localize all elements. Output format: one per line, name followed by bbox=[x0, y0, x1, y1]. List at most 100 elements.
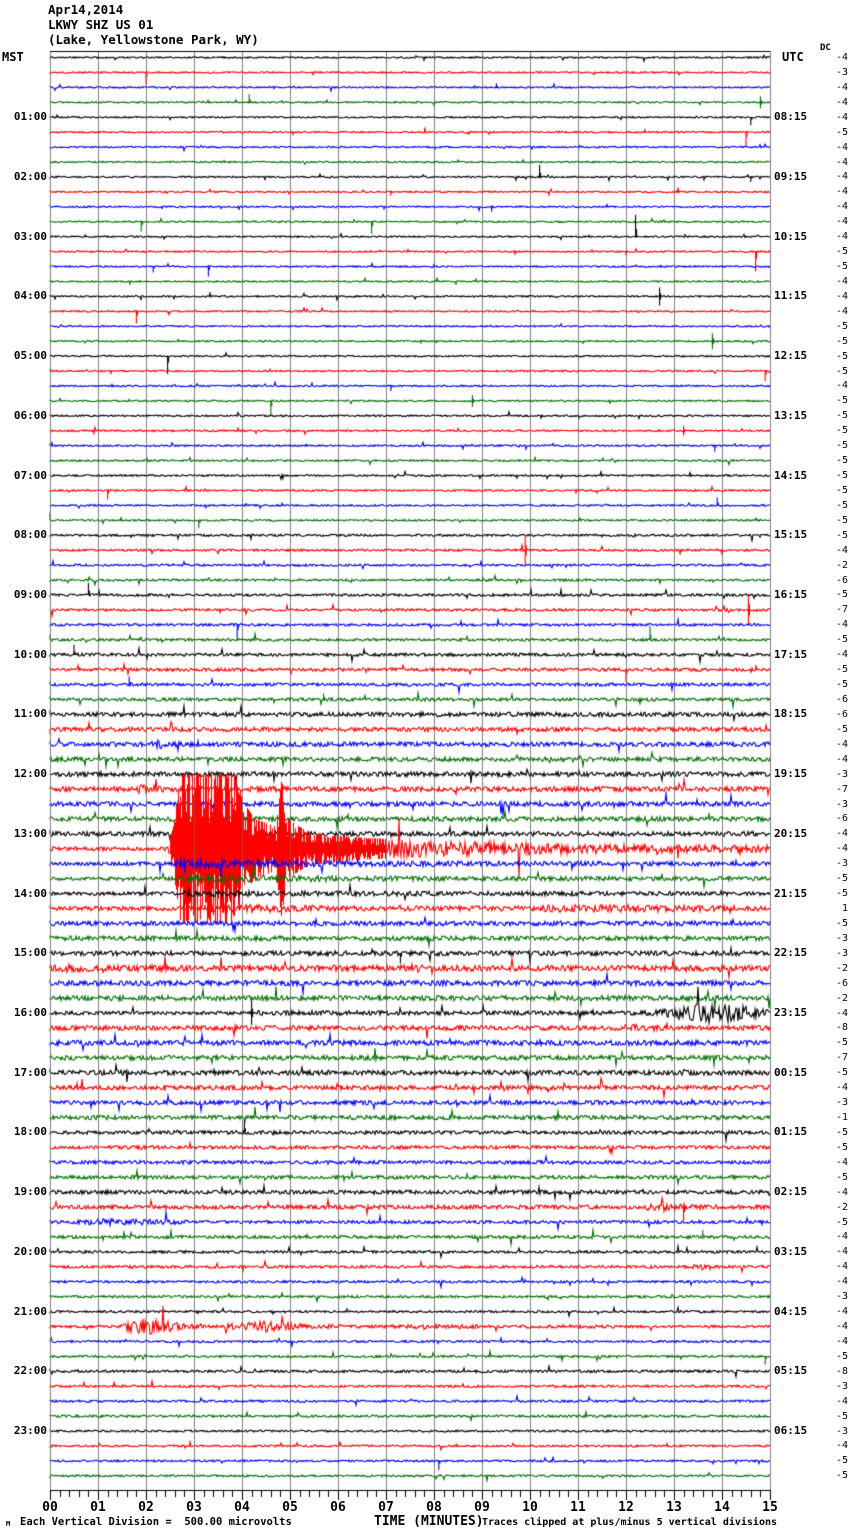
mst-hour-label: 15:00 bbox=[13, 946, 47, 960]
dc-offset-value: -4 bbox=[835, 231, 848, 243]
x-axis-tick-label: 15 bbox=[762, 1500, 778, 1515]
dc-offset-value: -5 bbox=[835, 1455, 848, 1467]
dc-offset-value: -4 bbox=[835, 1335, 848, 1347]
mst-hour-label: 14:00 bbox=[13, 886, 47, 900]
dc-offset-value: -6 bbox=[835, 693, 848, 705]
dc-offset-value: -5 bbox=[835, 1037, 848, 1049]
dc-offset-value: -7 bbox=[835, 1052, 848, 1064]
mst-hour-label: 02:00 bbox=[13, 169, 47, 183]
dc-offset-value: -4 bbox=[835, 1246, 848, 1258]
dc-offset-value: -4 bbox=[835, 216, 848, 228]
dc-offset-value: -5 bbox=[835, 1410, 848, 1422]
x-axis-tick-label: 04 bbox=[234, 1500, 250, 1515]
dc-offset-value: -3 bbox=[835, 947, 848, 959]
dc-offset-value: -5 bbox=[835, 873, 848, 885]
dc-offset-value: -4 bbox=[835, 1276, 848, 1288]
title-station-code: LKWY SHZ US 01 bbox=[48, 17, 154, 32]
mst-hour-label: 22:00 bbox=[13, 1364, 47, 1378]
mst-hour-label: 07:00 bbox=[13, 468, 47, 482]
dc-offset-value: -5 bbox=[835, 365, 848, 377]
dc-offset-value: -5 bbox=[835, 350, 848, 362]
x-axis-tick-label: 13 bbox=[666, 1500, 682, 1515]
title-date: Apr14,2014 bbox=[48, 2, 124, 17]
dc-offset-value: -3 bbox=[835, 1425, 848, 1437]
dc-offset-value: -5 bbox=[835, 888, 848, 900]
dc-offset-value: -4 bbox=[835, 186, 848, 198]
dc-offset-value: -4 bbox=[835, 753, 848, 765]
dc-offset-value: -6 bbox=[835, 813, 848, 825]
dc-offset-value: -4 bbox=[835, 305, 848, 317]
right-timezone-label: UTC bbox=[782, 50, 804, 64]
mst-hour-label: 19:00 bbox=[13, 1185, 47, 1199]
utc-hour-label: 15:15 bbox=[774, 528, 808, 542]
dc-offset-value: -6 bbox=[835, 977, 848, 989]
utc-hour-label: 03:15 bbox=[774, 1244, 808, 1258]
dc-offset-value: -7 bbox=[835, 783, 848, 795]
mst-hour-label: 21:00 bbox=[13, 1304, 47, 1318]
dc-offset-value: -5 bbox=[835, 126, 848, 138]
dc-offset-value: -4 bbox=[835, 52, 848, 63]
utc-hour-label: 01:15 bbox=[774, 1125, 808, 1139]
dc-offset-value: -3 bbox=[835, 1097, 848, 1109]
utc-hour-label: 08:15 bbox=[774, 110, 808, 124]
x-axis-tick-label: 01 bbox=[90, 1500, 106, 1515]
dc-offset-value: -5 bbox=[835, 634, 848, 646]
x-axis-tick-label: 03 bbox=[186, 1500, 202, 1515]
mst-hour-label: 10:00 bbox=[13, 647, 47, 661]
dc-offset-value: -5 bbox=[835, 1141, 848, 1153]
mst-hour-label: 12:00 bbox=[13, 767, 47, 781]
dc-offset-value: -3 bbox=[835, 932, 848, 944]
x-axis-tick-label: 05 bbox=[282, 1500, 298, 1515]
dc-offset-value: -5 bbox=[835, 470, 848, 482]
dc-offset-value: -7 bbox=[835, 604, 848, 616]
dc-offset-value: -4 bbox=[835, 843, 848, 855]
mst-hour-label: 23:00 bbox=[13, 1424, 47, 1438]
dc-offset-value: -5 bbox=[835, 1067, 848, 1079]
dc-offset-value: -4 bbox=[835, 96, 848, 108]
dc-offset-value: -4 bbox=[835, 1186, 848, 1198]
dc-offset-value: -3 bbox=[835, 858, 848, 870]
vertical-scale-note: Each Vertical Division = 500.00 microvol… bbox=[20, 1516, 292, 1528]
dc-offset-value: -4 bbox=[835, 544, 848, 556]
dc-offset-value: -4 bbox=[835, 171, 848, 183]
dc-offset-value: -4 bbox=[835, 1321, 848, 1333]
utc-hour-label: 22:15 bbox=[774, 946, 808, 960]
x-axis-tick-label: 08 bbox=[426, 1500, 442, 1515]
dc-offset-value: -5 bbox=[835, 335, 848, 347]
dc-offset-value: -5 bbox=[835, 246, 848, 258]
dc-offset-column-header: DC bbox=[820, 43, 831, 53]
utc-hour-label: 17:15 bbox=[774, 647, 808, 661]
dc-offset-value: -4 bbox=[835, 619, 848, 631]
dc-offset-value: -2 bbox=[835, 1201, 848, 1213]
dc-offset-value: -4 bbox=[835, 201, 848, 213]
dc-offset-value: -5 bbox=[835, 664, 848, 676]
mst-hour-label: 01:00 bbox=[13, 110, 47, 124]
dc-offset-value: -4 bbox=[835, 828, 848, 840]
dc-offset-value: -6 bbox=[835, 574, 848, 586]
x-axis-tick-label: 10 bbox=[522, 1500, 538, 1515]
dc-offset-value: -5 bbox=[835, 440, 848, 452]
utc-hour-label: 09:15 bbox=[774, 169, 808, 183]
dc-offset-value: 1 bbox=[841, 903, 848, 914]
dc-offset-value: -5 bbox=[835, 1126, 848, 1138]
dc-offset-value: -4 bbox=[835, 380, 848, 392]
dc-offset-value: -5 bbox=[835, 679, 848, 691]
utc-hour-label: 14:15 bbox=[774, 468, 808, 482]
dc-offset-value: -4 bbox=[835, 290, 848, 302]
mst-hour-label: 11:00 bbox=[13, 707, 47, 721]
dc-offset-value: -4 bbox=[835, 81, 848, 93]
dc-offset-value: -3 bbox=[835, 1291, 848, 1303]
mst-hour-label: 13:00 bbox=[13, 826, 47, 840]
dc-offset-value: -4 bbox=[835, 1007, 848, 1019]
mst-hour-label: 09:00 bbox=[13, 587, 47, 601]
dc-offset-value: -3 bbox=[835, 768, 848, 780]
dc-offset-value: -1 bbox=[835, 1112, 848, 1124]
dc-offset-value: -8 bbox=[835, 1365, 848, 1377]
mst-hour-label: 04:00 bbox=[13, 289, 47, 303]
dc-offset-value: -5 bbox=[835, 499, 848, 511]
dc-offset-value: -4 bbox=[835, 275, 848, 287]
dc-offset-value: -5 bbox=[835, 514, 848, 526]
utc-hour-label: 16:15 bbox=[774, 587, 808, 601]
